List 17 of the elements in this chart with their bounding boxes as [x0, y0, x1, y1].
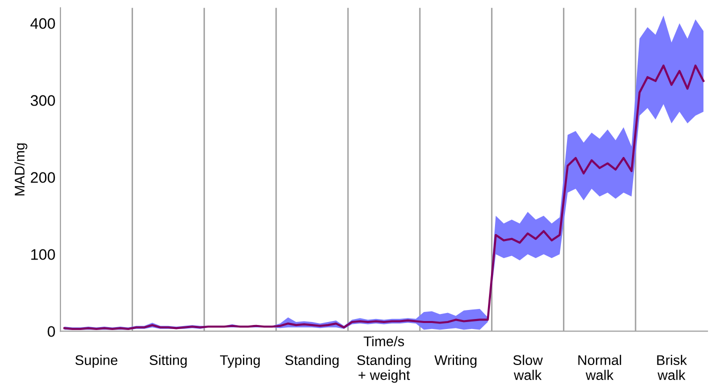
x-tick-label: Normal walk [578, 354, 622, 380]
x-tick-label: Slow walk [513, 354, 543, 380]
x-tick-label: Typing [220, 354, 260, 368]
y-tick-label: 400 [30, 18, 55, 29]
x-tick-label: Sitting [150, 354, 187, 368]
y-tick-label: 300 [30, 95, 55, 106]
x-tick-label: Standing [285, 354, 339, 368]
x-tick-label: Brisk walk [657, 354, 687, 380]
line-series [63, 64, 704, 330]
y-tick-label: 0 [48, 326, 55, 337]
x-tick-label: Standing + weight [357, 354, 410, 383]
y-tick-label: 100 [31, 249, 55, 260]
y-axis-title: MAD/mg [14, 143, 28, 196]
x-tick-label: Writing [434, 354, 476, 368]
x-tick-label: Supine [75, 354, 118, 368]
y-tick-label: 200 [30, 172, 55, 183]
x-axis-title: Time/s [364, 336, 404, 346]
